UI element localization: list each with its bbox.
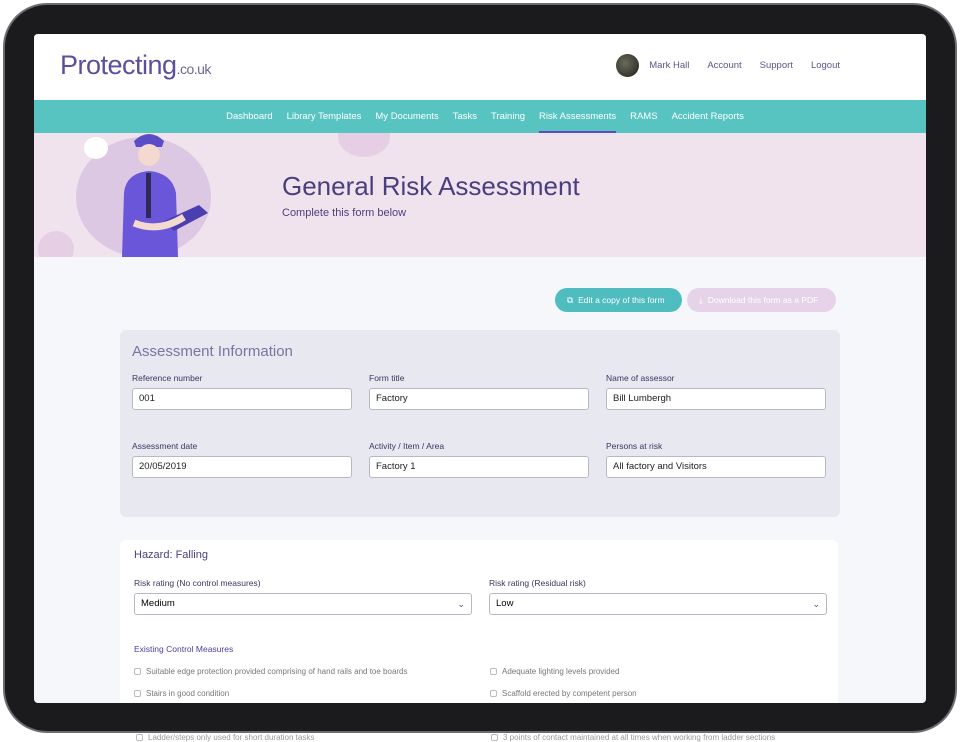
nav-my-documents[interactable]: My Documents bbox=[375, 111, 439, 122]
avatar[interactable] bbox=[616, 54, 640, 77]
risk-no-control-field: Risk rating (No control measures) Medium ⌄ bbox=[134, 578, 472, 615]
persons-at-risk-input[interactable]: All factory and Visitors bbox=[606, 456, 826, 478]
persons-at-risk-field: Persons at risk All factory and Visitors bbox=[606, 441, 826, 478]
site-header: Protecting.co.uk Mark Hall Account Suppo… bbox=[34, 34, 926, 100]
nav-rams[interactable]: RAMS bbox=[630, 111, 658, 122]
form-title-input[interactable]: Factory bbox=[369, 388, 589, 410]
user-name-link[interactable]: Mark Hall bbox=[649, 60, 690, 71]
assessment-date-input[interactable]: 20/05/2019 bbox=[132, 456, 352, 478]
control-checkbox[interactable]: Scaffold erected by competent person bbox=[490, 689, 637, 698]
assessor-field: Name of assessor Bill Lumbergh bbox=[606, 373, 826, 410]
decor-blob bbox=[38, 231, 74, 257]
decor-blob bbox=[338, 133, 390, 157]
control-checkbox[interactable]: Suitable edge protection provided compri… bbox=[134, 667, 408, 676]
screen: Protecting.co.uk Mark Hall Account Suppo… bbox=[34, 34, 926, 703]
worker-illustration bbox=[122, 134, 208, 257]
hazard-card: Hazard: Falling Risk rating (No control … bbox=[120, 540, 838, 703]
main-nav: Dashboard Library Templates My Documents… bbox=[34, 100, 926, 133]
risk-residual-field: Risk rating (Residual risk) Low ⌄ bbox=[489, 578, 827, 615]
nav-risk-assessments[interactable]: Risk Assessments bbox=[539, 100, 617, 133]
logo[interactable]: Protecting.co.uk bbox=[60, 50, 211, 80]
nav-accident-reports[interactable]: Accident Reports bbox=[671, 111, 744, 122]
nav-library-templates[interactable]: Library Templates bbox=[286, 111, 362, 122]
edit-copy-button[interactable]: ⧉ Edit a copy of this form bbox=[555, 288, 682, 312]
tablet-frame: Protecting.co.uk Mark Hall Account Suppo… bbox=[3, 3, 957, 733]
activity-input[interactable]: Factory 1 bbox=[369, 456, 589, 478]
activity-field: Activity / Item / Area Factory 1 bbox=[369, 441, 589, 478]
logout-link[interactable]: Logout bbox=[810, 60, 840, 71]
chevron-down-icon: ⌄ bbox=[457, 599, 465, 609]
nav-training[interactable]: Training bbox=[491, 111, 526, 122]
reference-number-input[interactable]: 001 bbox=[132, 388, 352, 410]
risk-residual-select[interactable]: Low ⌄ bbox=[489, 593, 827, 615]
user-nav: Mark Hall Account Support Logout bbox=[616, 54, 840, 77]
control-measures-title: Existing Control Measures bbox=[134, 644, 234, 654]
control-checkbox[interactable]: Adequate lighting levels provided bbox=[490, 667, 619, 676]
risk-no-control-select[interactable]: Medium ⌄ bbox=[134, 593, 472, 615]
assessment-date-field: Assessment date 20/05/2019 bbox=[132, 441, 352, 478]
page-subtitle: Complete this form below bbox=[282, 207, 407, 219]
hero-banner: General Risk Assessment Complete this fo… bbox=[34, 133, 926, 257]
nav-dashboard[interactable]: Dashboard bbox=[226, 111, 273, 122]
reference-number-field: Reference number 001 bbox=[132, 373, 352, 410]
download-icon: ⤓ bbox=[699, 294, 703, 305]
thought-bubble-icon bbox=[84, 137, 108, 159]
hazard-title: Hazard: Falling bbox=[134, 549, 208, 561]
account-link[interactable]: Account bbox=[707, 60, 742, 71]
download-pdf-button[interactable]: ⤓ Download this form as a PDF bbox=[687, 288, 836, 312]
support-link[interactable]: Support bbox=[759, 60, 793, 71]
copy-icon: ⧉ bbox=[567, 294, 574, 305]
page-title: General Risk Assessment bbox=[282, 171, 580, 201]
nav-tasks[interactable]: Tasks bbox=[452, 111, 478, 122]
assessor-input[interactable]: Bill Lumbergh bbox=[606, 388, 826, 410]
chevron-down-icon: ⌄ bbox=[812, 599, 820, 609]
assessment-info-card: Assessment Information Reference number 0… bbox=[120, 330, 840, 517]
form-title-field: Form title Factory bbox=[369, 373, 589, 410]
section-title: Assessment Information bbox=[132, 343, 293, 360]
control-checkbox[interactable]: Stairs in good condition bbox=[134, 689, 229, 698]
